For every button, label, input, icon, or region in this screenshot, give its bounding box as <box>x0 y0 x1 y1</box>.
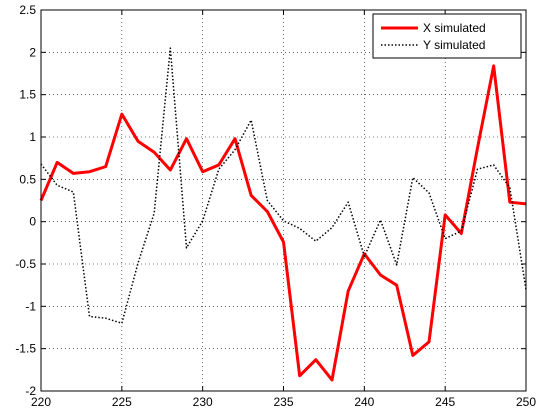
legend: X simulated Y simulated <box>372 13 522 59</box>
axis-ticks: 220 225 230 235 240 245 250 2.5 2 1.5 1 0.5 0 -0.5 -1 -… <box>15 3 536 409</box>
series-layer <box>39 47 527 382</box>
series-line-x-simulated <box>39 64 527 382</box>
x-tick-label: 250 <box>516 395 536 409</box>
x-tick-label: 235 <box>273 395 293 409</box>
x-tick-label: 230 <box>193 395 213 409</box>
plot-background <box>41 10 526 391</box>
y-tick-label: 1 <box>29 130 36 144</box>
y-tick-label: 2 <box>29 45 36 59</box>
y-tick-label: 0.5 <box>19 172 36 186</box>
x-tick-label: 245 <box>435 395 455 409</box>
y-tick-label: -2 <box>25 384 36 398</box>
y-tick-label: 1.5 <box>19 88 36 102</box>
y-tick-label: -1 <box>25 299 36 313</box>
y-tick-label: 0 <box>29 215 36 229</box>
x-tick-label: 240 <box>354 395 374 409</box>
legend-label: Y simulated <box>423 38 485 52</box>
x-tick-label: 220 <box>31 395 51 409</box>
y-tick-label: 2.5 <box>19 3 36 17</box>
legend-label: X simulated <box>423 21 486 35</box>
y-tick-label: -1.5 <box>15 342 36 356</box>
legend-box <box>372 13 522 59</box>
y-tick-label: -0.5 <box>15 257 36 271</box>
x-tick-label: 225 <box>112 395 132 409</box>
